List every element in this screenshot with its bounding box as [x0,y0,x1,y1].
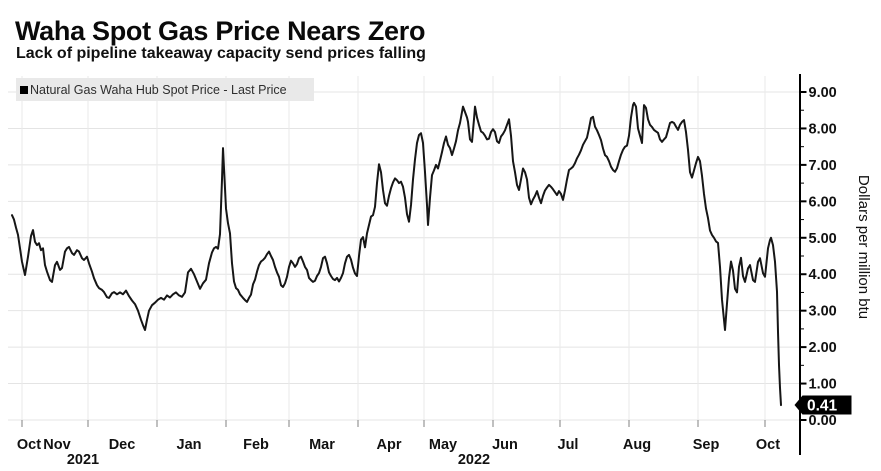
year-label: 2021 [67,452,99,468]
y-tick-label: 6.00 [809,194,837,210]
y-tick-label: 5.00 [809,231,837,247]
month-label: Feb [243,437,269,453]
last-price-badge [794,395,852,415]
y-tick-label: 4.00 [809,267,837,283]
y-tick-label: 2.00 [809,340,837,356]
y-tick-label: 7.00 [809,158,837,174]
month-label: Dec [109,437,136,453]
month-label: Jan [177,437,202,453]
y-tick-label: 3.00 [809,304,837,320]
year-label: 2022 [458,452,490,468]
last-price-badge-value: 0.41 [807,398,838,415]
month-label: Nov [43,437,70,453]
month-label: Apr [377,437,402,453]
month-label: Sep [693,437,720,453]
month-label: May [429,437,457,453]
month-label: Jul [558,437,579,453]
y-tick-label: 9.00 [809,85,837,101]
price-line-series [11,101,782,407]
month-label: Oct [756,437,780,453]
month-label: Oct [17,437,41,453]
y-tick-label: 1.00 [809,377,837,393]
month-label: Aug [623,437,651,453]
y-tick-label: 0.00 [809,413,837,429]
legend: Natural Gas Waha Hub Spot Price - Last P… [16,78,314,101]
y-axis-title: Dollars per million btu [855,175,872,319]
legend-label: Natural Gas Waha Hub Spot Price - Last P… [30,82,287,97]
legend-swatch-black-square-icon [20,85,28,94]
month-label: Jun [492,437,518,453]
month-label: Mar [309,437,335,453]
chart-title: Waha Spot Gas Price Nears Zero [15,16,426,46]
chart-subtitle: Lack of pipeline takeaway capacity send … [16,45,426,62]
y-tick-label: 8.00 [809,121,837,137]
